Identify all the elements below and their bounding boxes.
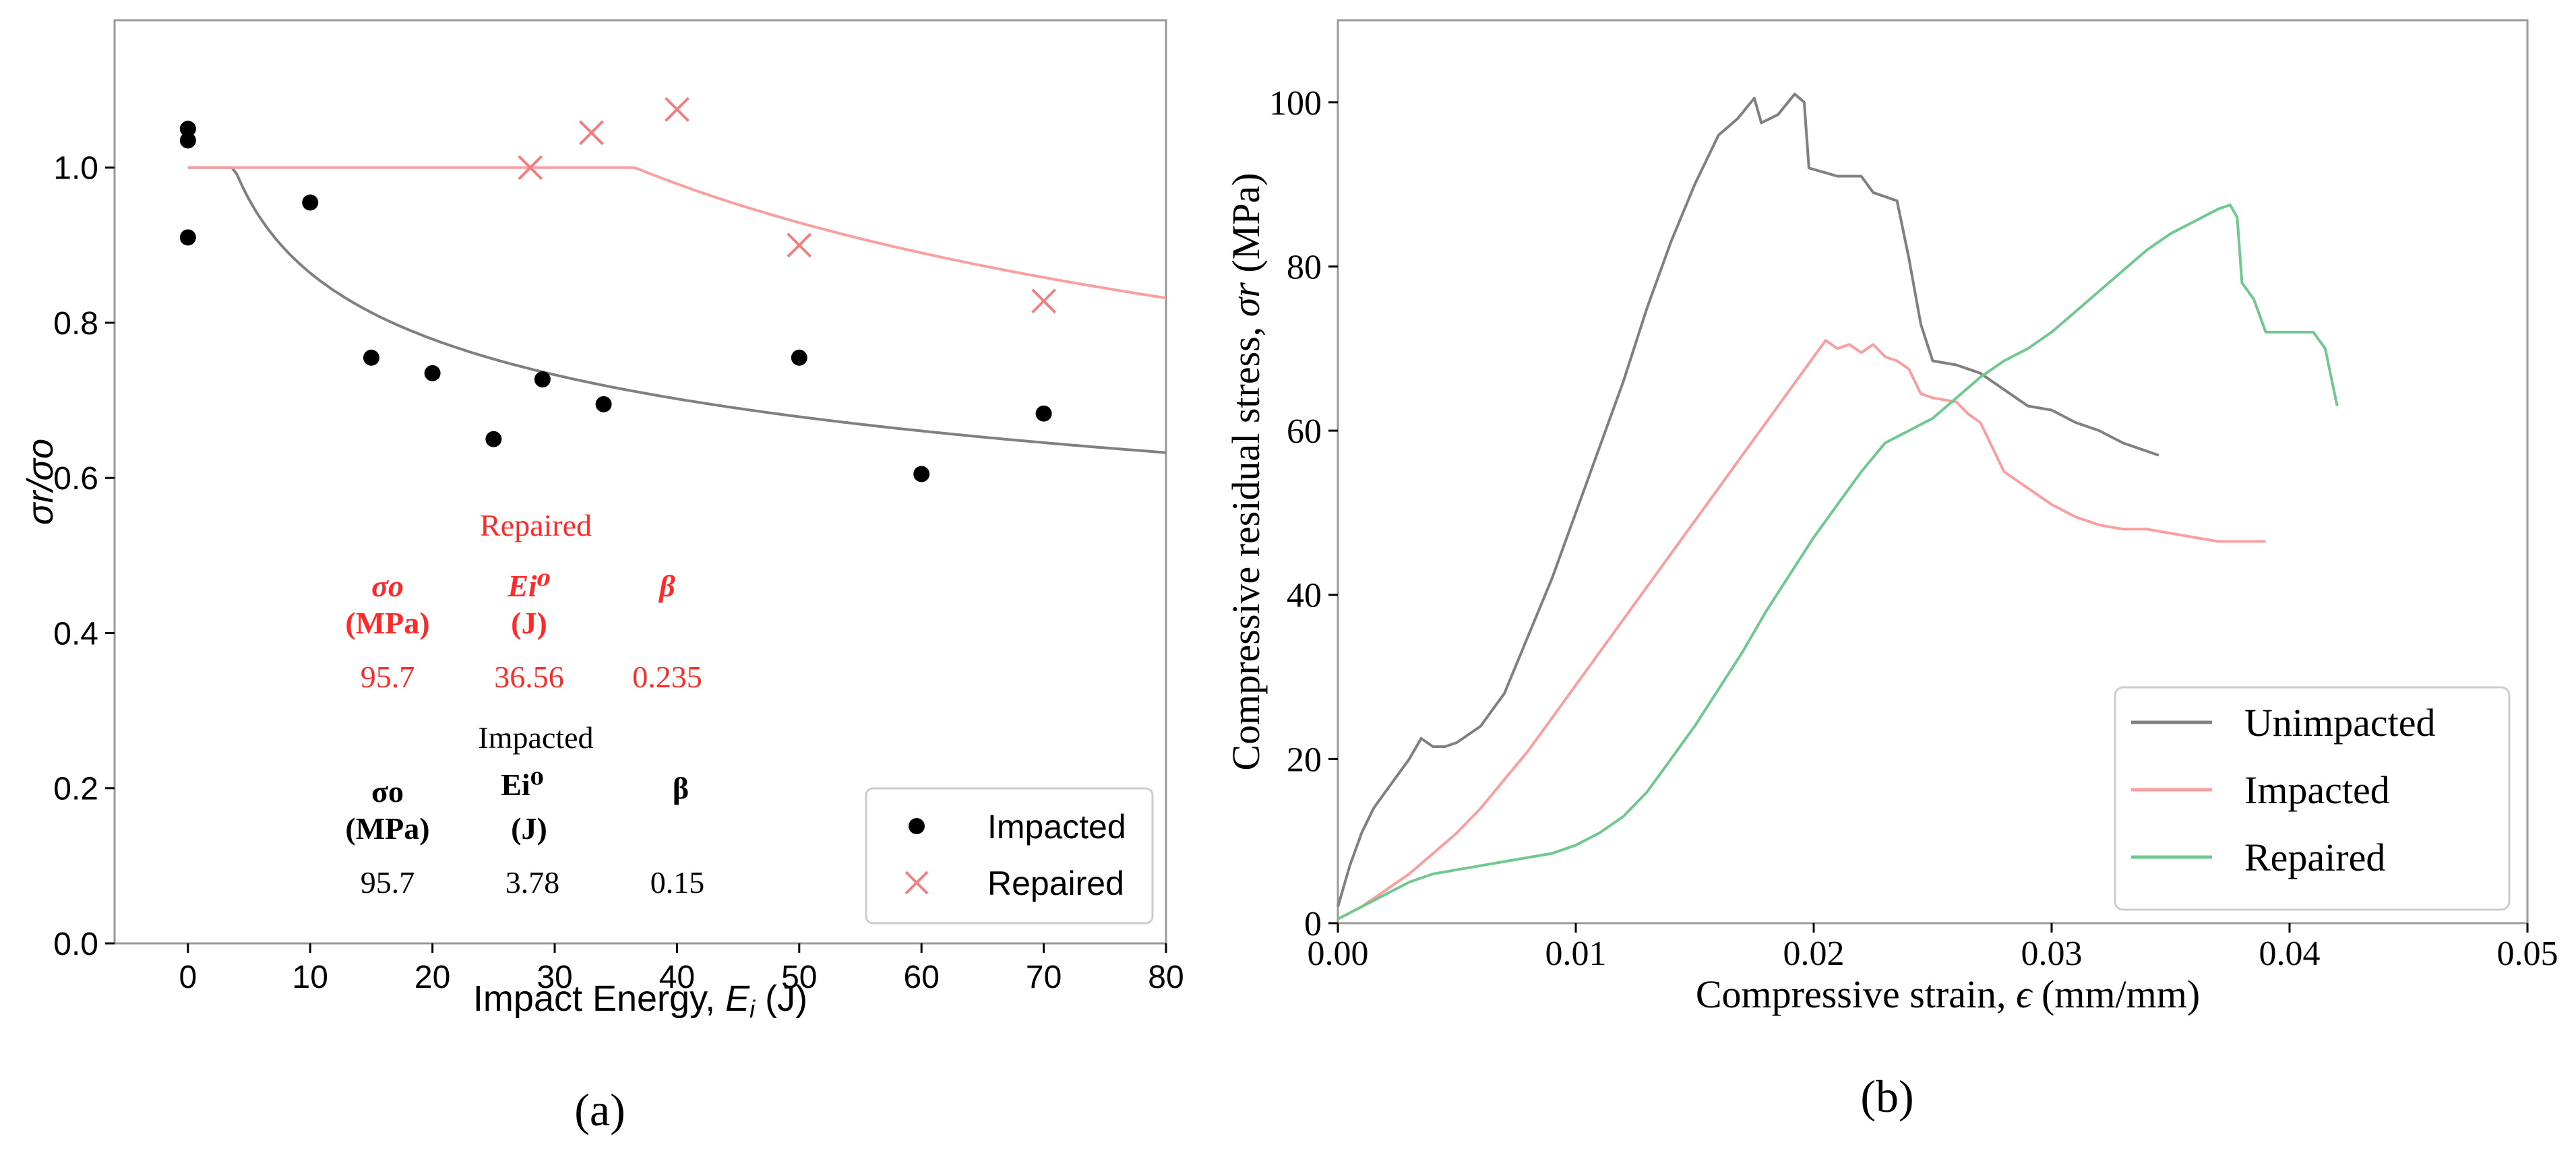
x-tick-label-a: 10 (293, 960, 328, 995)
chart-b-xlabel: Compressive strain, ϵ (mm/mm) (1696, 972, 2200, 1016)
fit-curve (187, 166, 1167, 300)
repaired-point (665, 96, 689, 122)
x-tick-label-b: 0.04 (2259, 935, 2321, 973)
panel-b-label: (b) (1860, 1071, 1913, 1122)
impacted-table-title: Impacted (478, 720, 593, 755)
impacted-value-sigma: 95.7 (361, 865, 415, 900)
chart-a-ticks: 0 10 20 30 40 50 60 70 80 0.0 0.2 0.4 0.6 0.8 1.0 (53, 151, 1184, 995)
legend-impacted-label-b: Impacted (2244, 768, 2390, 812)
chart-a-legend: Impacted Repaired (865, 787, 1154, 925)
x-tick-label-a: 70 (1026, 960, 1062, 995)
series-line-impacted (1337, 339, 2266, 920)
impacted-point (485, 431, 502, 447)
legend-impacted-marker (909, 818, 925, 834)
legend-unimpacted-label: Unimpacted (2244, 701, 2435, 745)
fit-curve (187, 166, 1167, 454)
impacted-unit-sigma: (MPa) (345, 811, 429, 846)
series-line-repaired (1337, 203, 2339, 920)
x-tick-label-a: 50 (781, 960, 817, 995)
repaired-table-title: Repaired (480, 508, 592, 542)
y-tick-label-a: 0.6 (53, 461, 98, 497)
legend-repaired-marker (904, 871, 929, 895)
repaired-value-sigma: 95.7 (361, 660, 415, 694)
impacted-point (302, 194, 319, 211)
x-tick-label-a: 20 (415, 960, 450, 995)
impacted-unit-ei0: (J) (511, 811, 547, 846)
repaired-point-stroke (579, 120, 604, 146)
repaired-point (1031, 288, 1057, 314)
y-tick-label-a: 0.8 (53, 306, 98, 342)
x-tick-label-a: 30 (536, 960, 572, 995)
repaired-point-stroke (665, 96, 689, 122)
chart-a-ylabel: σr/σo (20, 439, 61, 525)
repaired-point-stroke (787, 232, 812, 258)
chart-a-fit-curves (187, 166, 1167, 454)
impacted-header-ei0: Ei⁰ (501, 768, 544, 802)
chart-a-legend-box (865, 787, 1154, 925)
repaired-unit-sigma: (MPa) (345, 606, 429, 640)
impacted-point (179, 132, 196, 149)
chart-b: 0.00 0.01 0.02 0.03 0.04 0.05 0 20 40 60 80 100 Com… (1224, 19, 2558, 1122)
y-tick-label-a: 0.4 (53, 616, 98, 652)
impacted-point (595, 396, 612, 412)
repaired-value-ei0: 36.56 (494, 660, 564, 694)
impacted-point (363, 349, 379, 366)
repaired-header-sigma: σo (371, 569, 404, 603)
y-tick-label-b: 0 (1304, 905, 1322, 943)
chart-a: 0 10 20 30 40 50 60 70 80 0.0 0.2 0.4 0.6 0.8 1.0 Impa… (20, 19, 1184, 1135)
legend-repaired-label: Repaired (987, 865, 1124, 902)
legend-impacted-label: Impacted (987, 808, 1126, 846)
chart-b-ylabel: Compressive residual stress, σr (MPa) (1224, 173, 1268, 770)
repaired-point-stroke (518, 155, 543, 181)
chart-b-legend-box (2114, 686, 2511, 911)
repaired-header-beta: β (658, 569, 675, 603)
repaired-header-ei0: Ei⁰ (507, 569, 551, 603)
chart-a-xlabel: Impact Energy, Ei (J) (473, 978, 807, 1023)
impacted-point (179, 121, 196, 137)
impacted-point (179, 229, 196, 246)
repaired-point (787, 232, 812, 258)
x-tick-label-a: 40 (659, 960, 695, 995)
panel-a-label: (a) (574, 1084, 625, 1135)
x-tick-label-b: 0.01 (1545, 935, 1607, 973)
y-tick-label-a: 0.0 (53, 927, 98, 962)
x-tick-label-b: 0.00 (1308, 935, 1369, 973)
x-tick-label-b: 0.02 (1783, 935, 1845, 973)
y-tick-label-b: 20 (1287, 741, 1322, 779)
impacted-point (534, 371, 551, 388)
repaired-unit-ei0: (J) (511, 606, 547, 640)
x-tick-label-b: 0.05 (2497, 935, 2558, 973)
series-line-unimpacted (1337, 92, 2159, 908)
impacted-point (424, 365, 441, 381)
impacted-header-sigma: σo (371, 774, 404, 809)
repaired-point (579, 120, 604, 146)
y-tick-label-b: 60 (1287, 412, 1322, 451)
impacted-point (791, 349, 807, 366)
y-tick-label-b: 100 (1269, 84, 1322, 123)
x-tick-label-b: 0.03 (2021, 935, 2083, 973)
impacted-value-ei0: 3.78 (505, 865, 560, 900)
y-tick-label-a: 0.2 (53, 772, 98, 807)
y-tick-label-b: 40 (1287, 577, 1322, 615)
repaired-point (518, 155, 543, 181)
impacted-point (913, 466, 930, 482)
repaired-value-beta: 0.235 (632, 660, 702, 694)
chart-b-legend: Unimpacted Impacted Repaired (2114, 686, 2511, 911)
y-tick-label-b: 80 (1287, 248, 1322, 286)
chart-b-lines (1337, 92, 2339, 920)
impacted-value-beta: 0.15 (650, 865, 705, 900)
x-tick-label-a: 60 (904, 960, 940, 995)
chart-b-ticks: 0.00 0.01 0.02 0.03 0.04 0.05 0 20 40 60 80 100 (1269, 84, 2558, 973)
repaired-point-stroke (1031, 288, 1057, 314)
repaired-param-table: Repaired σo Ei⁰ β (MPa) (J) 95.7 36.56 0… (345, 508, 702, 694)
x-tick-label-a: 80 (1148, 960, 1184, 995)
x-tick-label-a: 0 (179, 960, 197, 995)
chart-a-points (179, 96, 1057, 482)
impacted-header-beta: β (673, 771, 689, 805)
impacted-param-table: Impacted σo Ei⁰ β (MPa) (J) 95.7 3.78 0.… (345, 720, 704, 900)
y-tick-label-a: 1.0 (53, 151, 98, 187)
impacted-point (1035, 405, 1052, 422)
legend-repaired-label-b: Repaired (2244, 836, 2385, 879)
